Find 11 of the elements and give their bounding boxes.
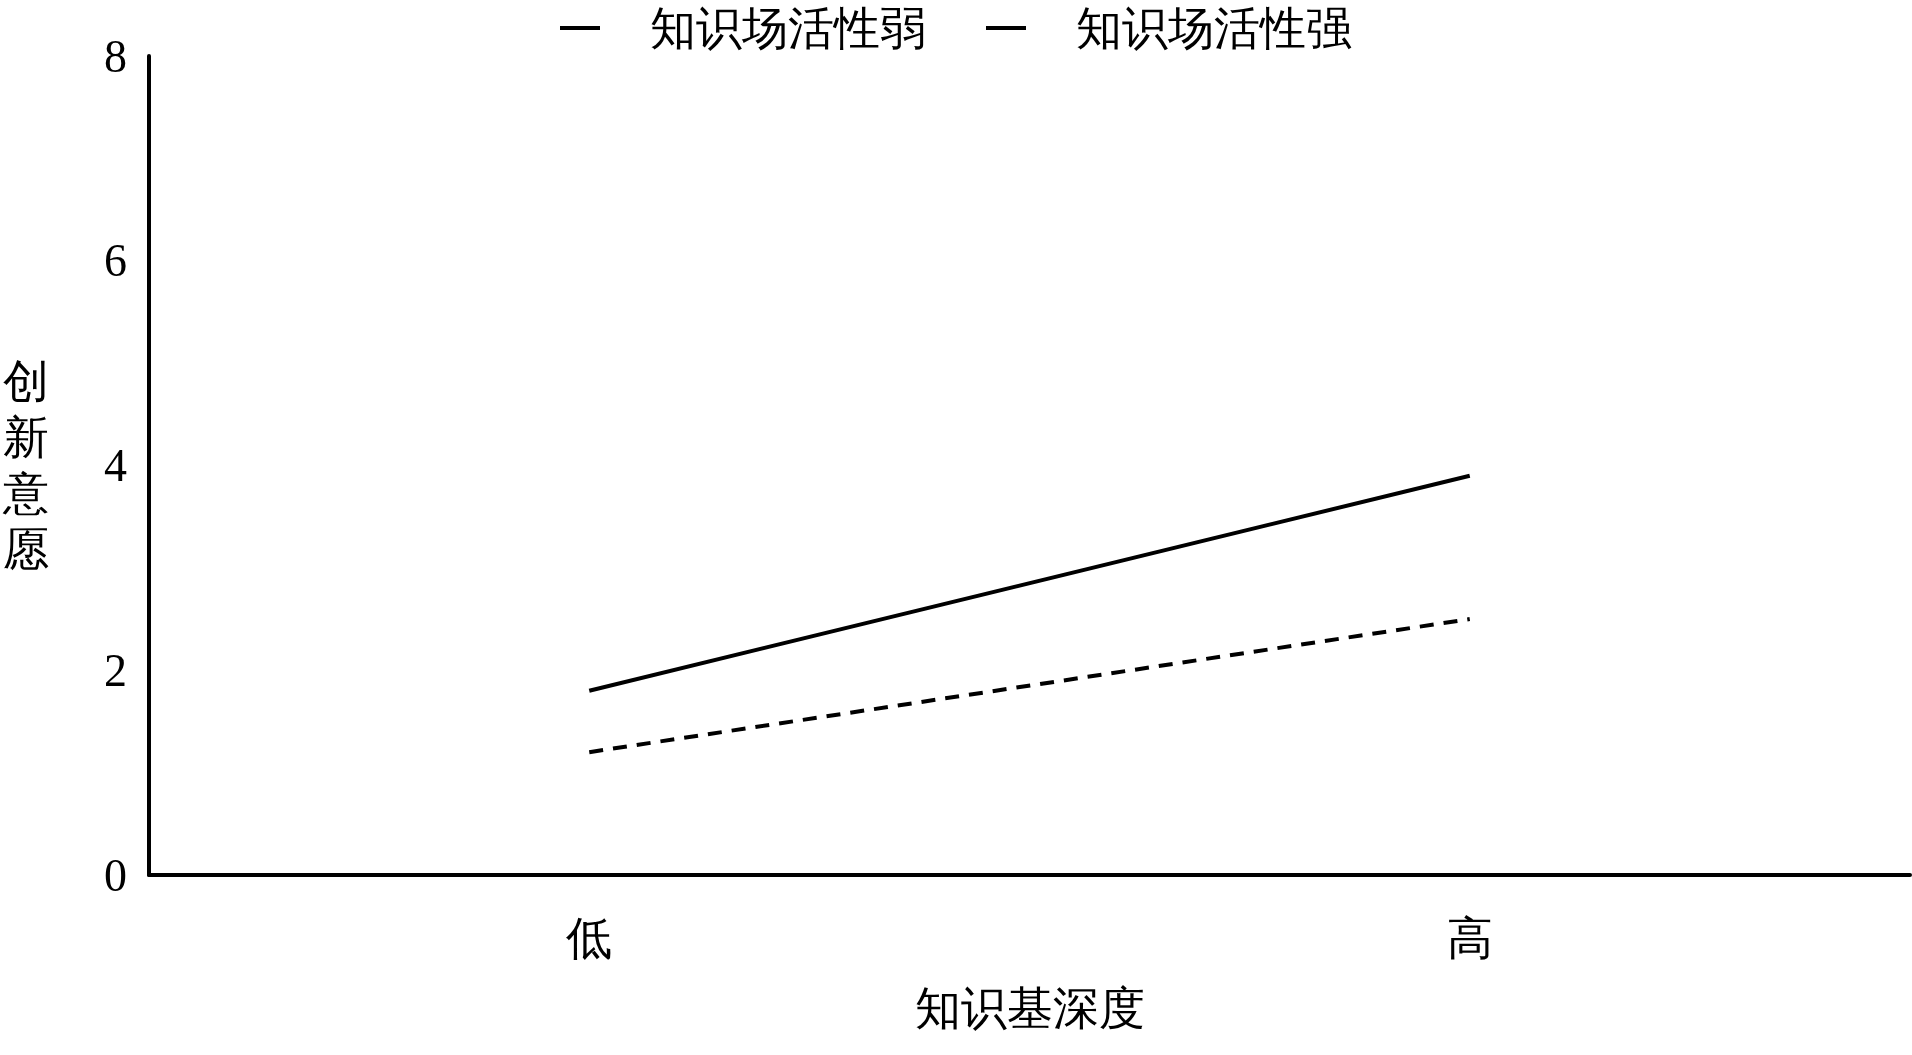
y-axis-title: 创新意愿 xyxy=(2,356,49,575)
legend-label: 知识场活性强 xyxy=(1076,2,1352,54)
y-tick-label: 0 xyxy=(104,849,127,901)
y-tick-label: 2 xyxy=(104,644,127,696)
y-tick-label: 8 xyxy=(104,30,127,82)
x-tick-label: 低 xyxy=(566,912,613,964)
y-tick-label: 6 xyxy=(104,235,127,287)
x-tick-label: 高 xyxy=(1446,912,1493,964)
y-tick-label: 4 xyxy=(104,440,127,491)
x-axis-title: 知识基深度 xyxy=(914,982,1145,1034)
legend-label: 知识场活性弱 xyxy=(650,2,926,54)
